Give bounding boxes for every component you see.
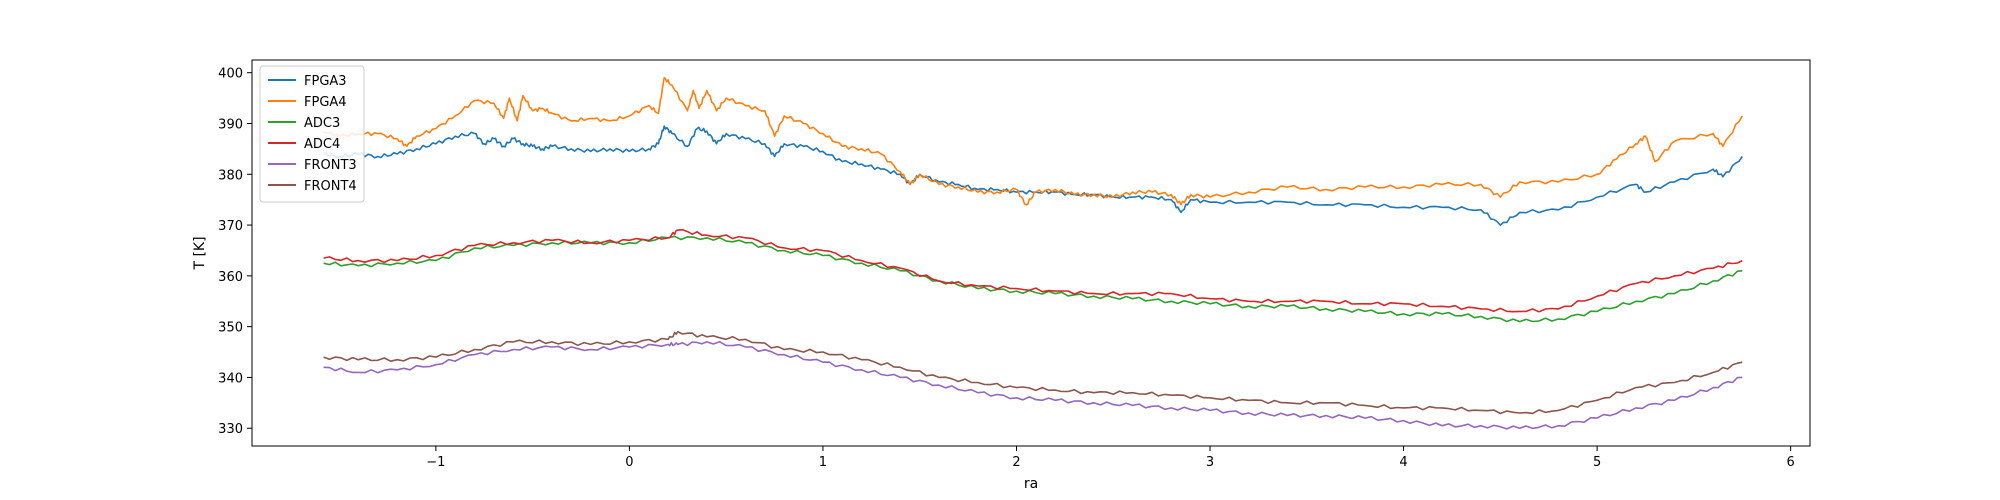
series-line-front3 bbox=[323, 341, 1743, 430]
y-tick-label: 360 bbox=[218, 270, 243, 285]
legend-label: FRONT3 bbox=[304, 158, 357, 173]
series-line-fpga4 bbox=[323, 77, 1743, 206]
legend-label: ADC3 bbox=[304, 116, 340, 131]
y-tick-label: 340 bbox=[218, 371, 243, 386]
series-line-fpga3 bbox=[323, 125, 1743, 226]
legend-label: FRONT4 bbox=[304, 179, 357, 194]
series-layer bbox=[323, 77, 1743, 430]
plot-frame bbox=[251, 59, 1811, 447]
legend-label: FPGA4 bbox=[304, 95, 347, 110]
y-tick-label: 330 bbox=[218, 422, 243, 437]
y-tick-label: 400 bbox=[218, 67, 243, 82]
x-tick-label: 1 bbox=[819, 455, 827, 470]
x-axis-label: ra bbox=[1024, 476, 1038, 492]
legend: FPGA3 FPGA4 ADC3 ADC4 FRONT3 FRONT4 bbox=[259, 65, 365, 203]
x-tick-label: 2 bbox=[1012, 455, 1020, 470]
y-axis-label: T [K] bbox=[192, 236, 208, 270]
y-tick-label: 380 bbox=[218, 168, 243, 183]
series-line-adc3 bbox=[323, 235, 1743, 323]
x-tick-label: 3 bbox=[1206, 455, 1214, 470]
legend-label: FPGA3 bbox=[304, 74, 347, 89]
x-tick-label: 5 bbox=[1593, 455, 1601, 470]
x-tick-label: −1 bbox=[426, 455, 445, 470]
x-tick-label: 6 bbox=[1787, 455, 1795, 470]
x-tick-label: 0 bbox=[625, 455, 633, 470]
y-tick-label: 350 bbox=[218, 321, 243, 336]
ticks-layer: −1 0 1 2 3 4 5 6 330 340 350 360 370 380 390 400 bbox=[218, 67, 1795, 470]
series-line-front4 bbox=[323, 330, 1743, 415]
y-tick-label: 390 bbox=[218, 117, 243, 132]
series-line-adc4 bbox=[323, 229, 1743, 313]
legend-label: ADC4 bbox=[304, 137, 340, 152]
y-tick-label: 370 bbox=[218, 219, 243, 234]
x-tick-label: 4 bbox=[1399, 455, 1407, 470]
